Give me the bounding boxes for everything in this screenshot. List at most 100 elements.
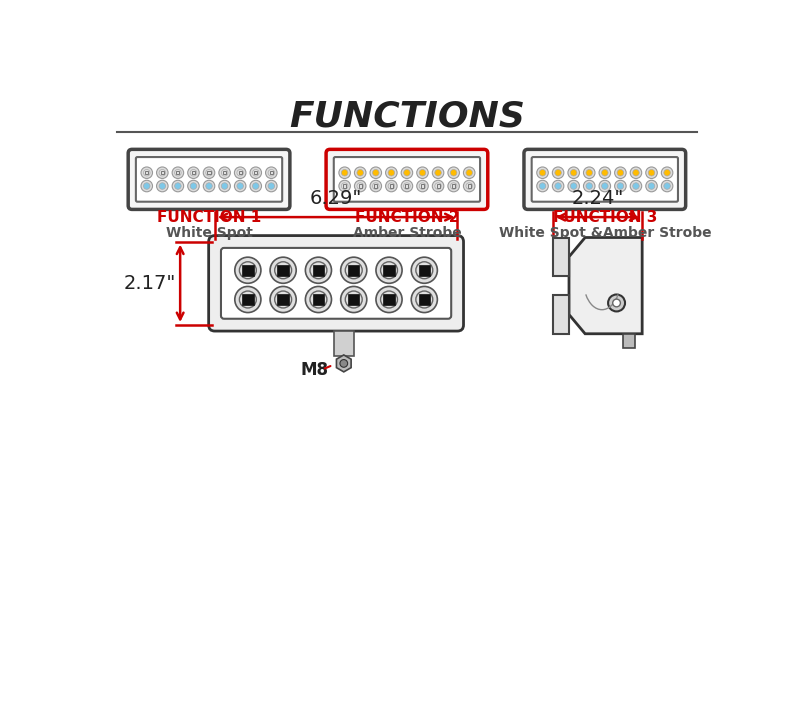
Bar (192, 171, 195, 174)
Circle shape (664, 183, 670, 189)
Circle shape (417, 180, 428, 192)
Circle shape (144, 183, 150, 189)
Circle shape (340, 360, 348, 367)
Circle shape (602, 169, 608, 176)
Circle shape (646, 167, 657, 179)
Circle shape (617, 183, 623, 189)
Circle shape (235, 286, 261, 313)
Circle shape (450, 183, 457, 189)
Circle shape (664, 169, 670, 176)
Text: 2.24": 2.24" (572, 189, 624, 208)
Bar (359, 184, 362, 187)
Circle shape (252, 169, 259, 176)
Bar (176, 171, 179, 174)
Polygon shape (622, 334, 635, 347)
Circle shape (599, 180, 611, 192)
Circle shape (237, 183, 244, 189)
Circle shape (341, 257, 367, 283)
Circle shape (339, 180, 350, 192)
Circle shape (222, 169, 228, 176)
Circle shape (252, 183, 259, 189)
Circle shape (203, 180, 215, 192)
FancyBboxPatch shape (532, 157, 678, 201)
Circle shape (537, 180, 549, 192)
Polygon shape (569, 238, 642, 334)
Circle shape (234, 180, 246, 192)
Circle shape (187, 180, 199, 192)
Circle shape (553, 167, 564, 179)
Circle shape (419, 169, 426, 176)
Circle shape (237, 169, 244, 176)
Circle shape (206, 169, 212, 176)
Circle shape (341, 286, 367, 313)
Circle shape (376, 257, 402, 283)
Circle shape (586, 183, 592, 189)
Circle shape (388, 169, 395, 176)
Circle shape (464, 180, 475, 192)
Bar (223, 171, 226, 174)
Circle shape (539, 183, 545, 189)
Circle shape (570, 183, 577, 189)
Circle shape (401, 180, 413, 192)
Circle shape (661, 180, 673, 192)
Circle shape (141, 180, 152, 192)
Circle shape (270, 286, 296, 313)
Circle shape (450, 169, 457, 176)
Circle shape (268, 183, 275, 189)
Text: FUNCTION 2: FUNCTION 2 (355, 210, 459, 226)
Circle shape (268, 169, 275, 176)
Circle shape (376, 286, 402, 313)
Circle shape (539, 169, 545, 176)
Circle shape (159, 169, 166, 176)
Circle shape (235, 257, 261, 283)
Circle shape (633, 169, 639, 176)
Circle shape (617, 169, 623, 176)
Circle shape (172, 167, 183, 179)
Circle shape (357, 183, 364, 189)
Circle shape (599, 167, 611, 179)
Bar (313, 265, 324, 276)
Circle shape (172, 180, 183, 192)
Bar (277, 265, 289, 276)
Bar (348, 294, 360, 305)
Circle shape (250, 167, 261, 179)
Circle shape (570, 169, 577, 176)
Polygon shape (553, 238, 569, 276)
Bar (277, 294, 289, 305)
Circle shape (187, 167, 199, 179)
Bar (374, 184, 377, 187)
Circle shape (553, 180, 564, 192)
Text: FUNCTIONS: FUNCTIONS (289, 99, 525, 133)
Circle shape (613, 299, 620, 307)
Circle shape (417, 167, 428, 179)
FancyBboxPatch shape (221, 248, 451, 319)
Circle shape (388, 183, 395, 189)
Polygon shape (553, 295, 569, 334)
Circle shape (537, 167, 549, 179)
Circle shape (419, 183, 426, 189)
Circle shape (175, 183, 181, 189)
Circle shape (633, 183, 639, 189)
FancyBboxPatch shape (326, 150, 488, 209)
Circle shape (432, 167, 444, 179)
Circle shape (159, 183, 166, 189)
Bar (270, 171, 273, 174)
Circle shape (372, 169, 379, 176)
Bar (242, 265, 253, 276)
Circle shape (584, 180, 595, 192)
FancyBboxPatch shape (333, 157, 480, 201)
Circle shape (357, 169, 364, 176)
Bar (452, 184, 455, 187)
Circle shape (615, 167, 626, 179)
Circle shape (568, 180, 580, 192)
Bar (418, 294, 430, 305)
Circle shape (270, 257, 296, 283)
Text: White Spot &Amber Strobe: White Spot &Amber Strobe (499, 226, 711, 239)
Bar (145, 171, 148, 174)
Circle shape (370, 180, 382, 192)
Bar (239, 171, 241, 174)
Text: Amber Strobe: Amber Strobe (353, 226, 461, 239)
Bar (348, 265, 360, 276)
Circle shape (608, 295, 625, 311)
Circle shape (386, 180, 397, 192)
